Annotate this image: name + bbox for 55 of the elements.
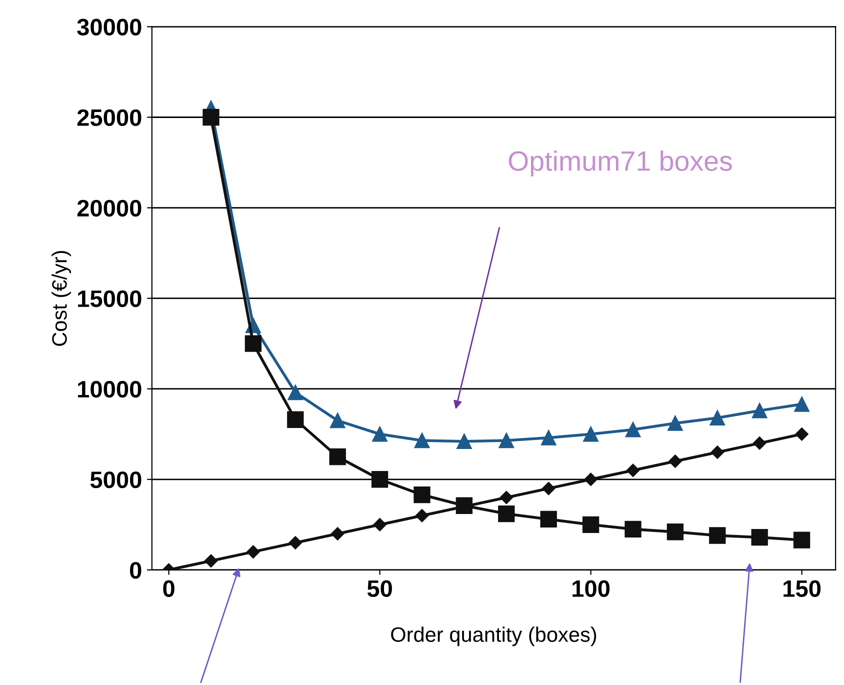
point [540,430,556,446]
point [414,432,430,448]
point [710,446,724,459]
point [795,428,808,441]
x-tick-label: 150 [784,580,821,597]
point [415,509,429,522]
y-tick-label: 10000 [78,380,142,398]
x-tick-label: 50 [367,580,392,597]
y-tick-label: 15000 [78,290,142,308]
x-tick-label: 100 [572,580,610,597]
point [456,434,472,449]
point [287,411,304,428]
point [498,432,514,448]
point [540,510,557,528]
point [625,422,641,438]
annotation: Optimum71 boxes [508,150,732,176]
point [666,524,684,540]
point [372,426,388,442]
point [626,464,640,477]
point [373,518,386,532]
point [244,335,262,352]
point [498,505,515,522]
point [288,384,304,400]
point [204,554,218,568]
point [751,528,768,546]
point [794,396,810,412]
point [582,516,600,533]
y-axis-title: Cost (€/yr) [52,250,71,346]
point [668,454,682,468]
y-tick-label: 30000 [77,18,142,36]
point [288,536,302,550]
x-axis-title: Order quantity (boxes) [391,626,596,646]
y-tick-label: 25000 [77,109,142,126]
point [793,532,810,548]
point [202,108,220,126]
point [542,482,556,496]
point [329,448,346,466]
y-tick-label: 20000 [77,200,142,217]
point [331,527,344,540]
y-tick-label: 5000 [90,471,142,488]
point [710,410,726,426]
point [668,416,683,431]
point [330,412,346,428]
point [583,426,598,442]
point [709,527,726,544]
point [371,471,388,488]
point [500,490,513,504]
point [246,545,260,558]
point [414,486,430,504]
point [753,436,766,450]
y-tick-label: 0 [130,562,142,579]
point [624,520,642,538]
point [752,402,768,418]
point [584,472,598,486]
x-tick-label: 0 [163,580,174,597]
